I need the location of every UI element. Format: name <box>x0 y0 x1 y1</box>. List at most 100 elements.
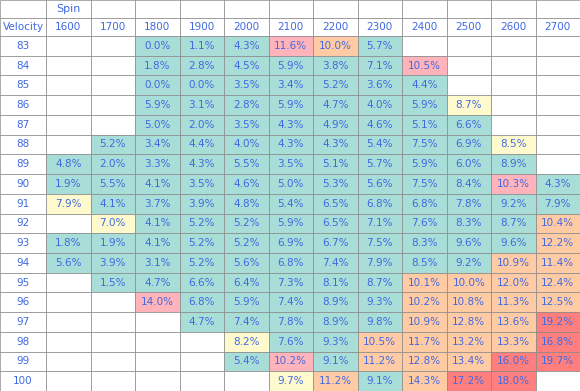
Bar <box>179 253 224 273</box>
Bar <box>0 0 46 18</box>
Text: 6.6%: 6.6% <box>455 120 482 130</box>
Bar <box>447 194 491 213</box>
Bar <box>535 213 580 233</box>
Bar <box>491 154 535 174</box>
Bar <box>535 115 580 135</box>
Text: 3.1%: 3.1% <box>144 258 171 268</box>
Text: 87: 87 <box>16 120 30 130</box>
Bar <box>535 371 580 391</box>
Text: 18.0%: 18.0% <box>496 376 530 386</box>
Bar <box>224 18 269 36</box>
Text: 95: 95 <box>16 278 30 287</box>
Bar <box>46 174 90 194</box>
Bar <box>90 95 135 115</box>
Text: 3.4%: 3.4% <box>144 140 171 149</box>
Text: 4.1%: 4.1% <box>144 238 171 248</box>
Text: 2100: 2100 <box>278 22 304 32</box>
Text: 4.4%: 4.4% <box>411 80 437 90</box>
Bar <box>0 371 46 391</box>
Text: 10.8%: 10.8% <box>452 297 485 307</box>
Text: 7.6%: 7.6% <box>277 337 304 347</box>
Bar <box>269 95 313 115</box>
Bar <box>269 233 313 253</box>
Text: 4.0%: 4.0% <box>233 140 259 149</box>
Bar <box>90 0 135 18</box>
Bar <box>46 115 90 135</box>
Bar <box>90 36 135 56</box>
Bar <box>447 115 491 135</box>
Bar <box>46 352 90 371</box>
Text: 7.5%: 7.5% <box>411 140 437 149</box>
Text: 3.5%: 3.5% <box>277 159 304 169</box>
Text: 5.2%: 5.2% <box>100 140 126 149</box>
Text: 0.0%: 0.0% <box>144 41 171 51</box>
Bar <box>46 312 90 332</box>
Bar <box>491 75 535 95</box>
Bar <box>313 0 357 18</box>
Text: 1900: 1900 <box>188 22 215 32</box>
Bar <box>224 312 269 332</box>
Text: 84: 84 <box>16 61 30 71</box>
Text: 2600: 2600 <box>500 22 527 32</box>
Text: 2200: 2200 <box>322 22 349 32</box>
Bar <box>46 0 90 18</box>
Bar <box>447 56 491 75</box>
Bar <box>46 371 90 391</box>
Text: 3.4%: 3.4% <box>277 80 304 90</box>
Text: 2300: 2300 <box>367 22 393 32</box>
Text: 1800: 1800 <box>144 22 171 32</box>
Bar <box>313 56 357 75</box>
Text: 5.9%: 5.9% <box>144 100 171 110</box>
Bar <box>269 253 313 273</box>
Bar <box>90 154 135 174</box>
Bar <box>135 36 179 56</box>
Bar <box>535 312 580 332</box>
Bar <box>179 36 224 56</box>
Text: 5.2%: 5.2% <box>322 80 349 90</box>
Text: 5.7%: 5.7% <box>367 41 393 51</box>
Bar <box>313 135 357 154</box>
Bar <box>179 213 224 233</box>
Bar <box>46 194 90 213</box>
Bar <box>0 312 46 332</box>
Text: 5.0%: 5.0% <box>278 179 304 189</box>
Bar <box>224 95 269 115</box>
Text: 10.0%: 10.0% <box>319 41 351 51</box>
Bar <box>491 213 535 233</box>
Text: 100: 100 <box>13 376 33 386</box>
Text: 6.5%: 6.5% <box>322 199 349 209</box>
Bar <box>90 273 135 292</box>
Text: 9.8%: 9.8% <box>367 317 393 327</box>
Bar <box>313 213 357 233</box>
Text: 86: 86 <box>16 100 30 110</box>
Text: 10.2%: 10.2% <box>274 357 307 366</box>
Bar <box>179 95 224 115</box>
Bar <box>269 213 313 233</box>
Bar <box>491 36 535 56</box>
Bar <box>46 95 90 115</box>
Bar <box>402 115 447 135</box>
Text: 3.1%: 3.1% <box>188 100 215 110</box>
Bar <box>447 75 491 95</box>
Bar <box>535 75 580 95</box>
Text: 5.9%: 5.9% <box>277 218 304 228</box>
Bar <box>90 174 135 194</box>
Text: 5.3%: 5.3% <box>322 179 349 189</box>
Text: 8.4%: 8.4% <box>455 179 482 189</box>
Text: 12.5%: 12.5% <box>541 297 574 307</box>
Text: 10.9%: 10.9% <box>408 317 441 327</box>
Bar <box>179 194 224 213</box>
Bar <box>357 95 402 115</box>
Bar <box>0 292 46 312</box>
Text: 8.3%: 8.3% <box>455 218 482 228</box>
Text: 9.2%: 9.2% <box>500 199 527 209</box>
Bar <box>535 253 580 273</box>
Text: 1.9%: 1.9% <box>55 179 82 189</box>
Text: 10.9%: 10.9% <box>496 258 530 268</box>
Text: 1600: 1600 <box>55 22 81 32</box>
Text: 6.7%: 6.7% <box>322 238 349 248</box>
Bar <box>357 273 402 292</box>
Text: 1.8%: 1.8% <box>144 61 171 71</box>
Bar <box>135 75 179 95</box>
Bar <box>535 56 580 75</box>
